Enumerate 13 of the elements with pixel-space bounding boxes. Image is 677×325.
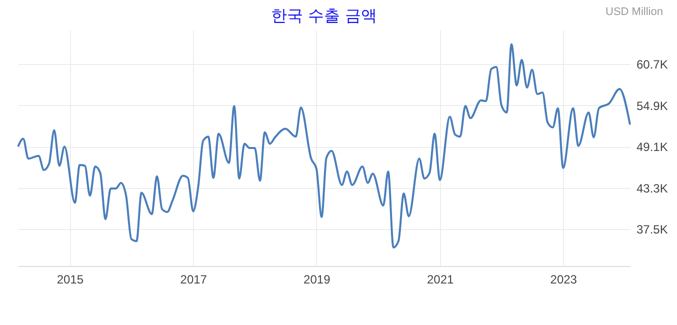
chart-title: 한국 수출 금액 [270,6,378,25]
y-tick-label: 54.9K [636,98,668,113]
y-tick-label: 43.3K [636,181,668,196]
text: USD Million [606,6,663,18]
x-tick-label: 2021 [426,272,454,286]
x-tick-label: 2017 [180,272,208,286]
y-tick-label: 60.7K [636,58,668,72]
line-series [17,43,631,249]
x-tick-label: 2019 [304,272,331,286]
y-tick-label: 37.5K [636,222,668,237]
x-tick-label: 2023 [550,272,578,286]
y-tick-label: 49.1K [636,140,668,154]
x-tick-label: 2015 [56,272,84,286]
